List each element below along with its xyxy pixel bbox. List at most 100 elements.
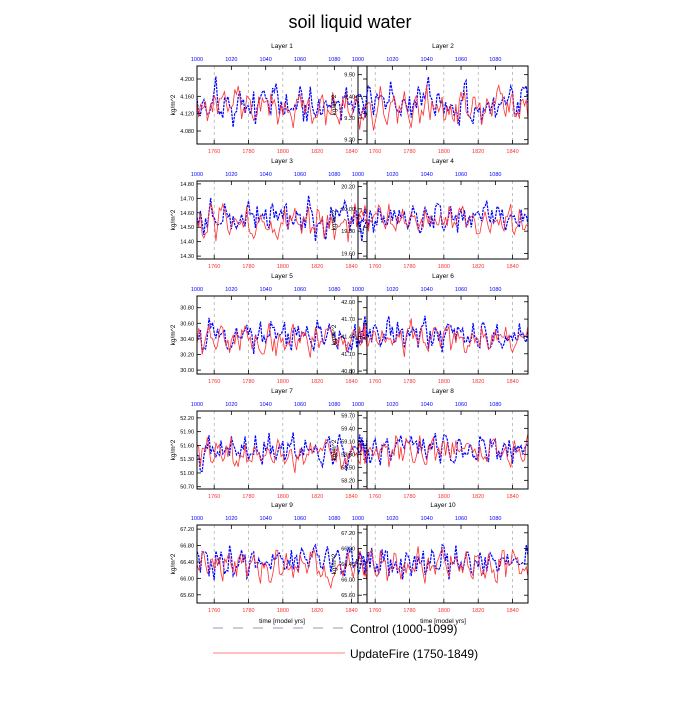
y-tick-label: 51.60 (180, 443, 194, 449)
x-tick-label-bottom: 1760 (208, 264, 220, 270)
series-control-line (357, 543, 529, 580)
x-tick-label-bottom: 1780 (242, 608, 254, 614)
y-tick-label: 40.80 (341, 369, 355, 375)
series-update-line (357, 433, 529, 468)
x-tick-label-bottom: 1760 (208, 608, 220, 614)
x-tick-label-top: 1000 (352, 402, 364, 408)
x-tick-label-top: 1000 (352, 172, 364, 178)
x-tick-label-top: 1040 (260, 57, 272, 63)
x-tick-label-top: 1060 (294, 402, 306, 408)
x-tick-label-bottom: 1800 (438, 379, 450, 385)
panel-frame (196, 410, 368, 490)
series-update-line (196, 85, 368, 129)
y-tick-label: 30.00 (180, 368, 194, 374)
x-tick-label-bottom: 1800 (438, 608, 450, 614)
x-tick-label-bottom: 1780 (242, 264, 254, 270)
x-tick-label-bottom: 1760 (369, 149, 381, 155)
x-tick-label-top: 1000 (352, 57, 364, 63)
x-tick-label-top: 1080 (328, 287, 340, 293)
panel-title: Layer 1 (271, 43, 293, 50)
panels-grid: Layer 1 4.080 4.120 4.160 4.200 1760 1780 1800 1… (170, 43, 529, 625)
y-tick-label: 14.60 (180, 211, 194, 217)
x-tick-label-top: 1000 (191, 516, 203, 522)
x-tick-label-bottom: 1840 (345, 379, 357, 385)
y-tick-label: 14.50 (180, 225, 194, 231)
y-tick-label: 9.50 (344, 73, 355, 79)
x-tick-label-top: 1020 (386, 57, 398, 63)
x-tick-label-top: 1080 (328, 402, 340, 408)
y-tick-label: 66.00 (341, 578, 355, 584)
y-tick-label: 30.80 (180, 306, 194, 312)
x-tick-label-bottom: 1840 (506, 494, 518, 500)
panel-title: Layer 9 (271, 502, 293, 509)
x-tick-label-top: 1080 (489, 287, 501, 293)
panel-layer-6: Layer 6 40.80 41.10 41.40 41.70 42.00 1760 1780… (331, 273, 529, 385)
y-tick-label: 42.00 (341, 300, 355, 306)
series-update-line (357, 203, 529, 236)
panel-layer-1: Layer 1 4.080 4.120 4.160 4.200 1760 1780 1800 1… (170, 43, 368, 155)
x-tick-label-bottom: 1820 (311, 494, 323, 500)
y-tick-label: 41.70 (341, 317, 355, 323)
y-tick-label: 51.90 (180, 430, 194, 436)
x-tick-label-top: 1020 (386, 402, 398, 408)
series-control-line (196, 76, 368, 128)
panel-frame (196, 295, 368, 375)
y-tick-label: 66.40 (341, 562, 355, 568)
series-update-line (196, 202, 368, 243)
x-tick-label-top: 1060 (455, 57, 467, 63)
y-axis-label: kg/m^2 (331, 553, 338, 574)
x-tick-label-bottom: 1780 (242, 379, 254, 385)
y-tick-label: 50.70 (180, 485, 194, 491)
y-tick-label: 67.20 (180, 527, 194, 533)
x-tick-label-top: 1080 (489, 57, 501, 63)
x-tick-label-top: 1040 (260, 172, 272, 178)
x-tick-label-top: 1020 (225, 287, 237, 293)
y-tick-label: 19.80 (341, 229, 355, 235)
panel-layer-5: Layer 5 30.00 30.20 30.40 30.60 30.80 1760 1780… (170, 273, 368, 385)
y-tick-label: 59.70 (341, 413, 355, 419)
panel-title: Layer 3 (271, 158, 293, 165)
x-tick-label-top: 1060 (294, 287, 306, 293)
legend-update-label: UpdateFire (1750-1849) (350, 647, 478, 661)
x-tick-label-bottom: 1760 (208, 379, 220, 385)
x-tick-label-top: 1060 (455, 172, 467, 178)
y-tick-label: 14.80 (180, 182, 194, 188)
x-tick-label-bottom: 1820 (311, 379, 323, 385)
x-tick-label-bottom: 1760 (369, 608, 381, 614)
y-tick-label: 19.60 (341, 251, 355, 257)
y-tick-label: 59.10 (341, 439, 355, 445)
x-tick-label-bottom: 1780 (403, 494, 415, 500)
x-tick-label-bottom: 1840 (506, 608, 518, 614)
y-axis-label: kg/m^2 (331, 209, 338, 230)
y-tick-label: 14.70 (180, 196, 194, 202)
x-tick-label-bottom: 1840 (345, 264, 357, 270)
series-update-line (196, 436, 368, 473)
y-tick-label: 67.20 (341, 531, 355, 537)
y-tick-label: 65.60 (180, 593, 194, 599)
series-control-line (357, 433, 529, 466)
x-tick-label-top: 1060 (294, 172, 306, 178)
y-tick-label: 14.40 (180, 240, 194, 246)
x-tick-label-bottom: 1760 (208, 494, 220, 500)
y-axis-label: kg/m^2 (331, 439, 338, 460)
panel-frame (357, 180, 529, 260)
x-tick-label-top: 1020 (386, 287, 398, 293)
x-tick-label-bottom: 1800 (438, 264, 450, 270)
y-tick-label: 58.50 (341, 465, 355, 471)
x-tick-label-bottom: 1800 (277, 149, 289, 155)
panel-layer-10: Layer 10 65.60 66.00 66.40 66.80 67.20 1760 178… (331, 502, 529, 625)
x-tick-label-top: 1080 (328, 516, 340, 522)
x-tick-label-top: 1040 (421, 57, 433, 63)
x-tick-label-top: 1020 (225, 172, 237, 178)
x-tick-label-bottom: 1780 (403, 379, 415, 385)
panel-title: Layer 8 (432, 388, 454, 395)
y-axis-label: kg/m^2 (170, 209, 177, 230)
y-tick-label: 58.80 (341, 452, 355, 458)
y-tick-label: 9.40 (344, 94, 355, 100)
x-tick-label-top: 1060 (455, 287, 467, 293)
y-tick-label: 65.60 (341, 593, 355, 599)
x-tick-label-bottom: 1820 (311, 608, 323, 614)
x-tick-label-bottom: 1800 (277, 608, 289, 614)
x-tick-label-bottom: 1760 (369, 494, 381, 500)
y-axis-label: kg/m^2 (170, 324, 177, 345)
